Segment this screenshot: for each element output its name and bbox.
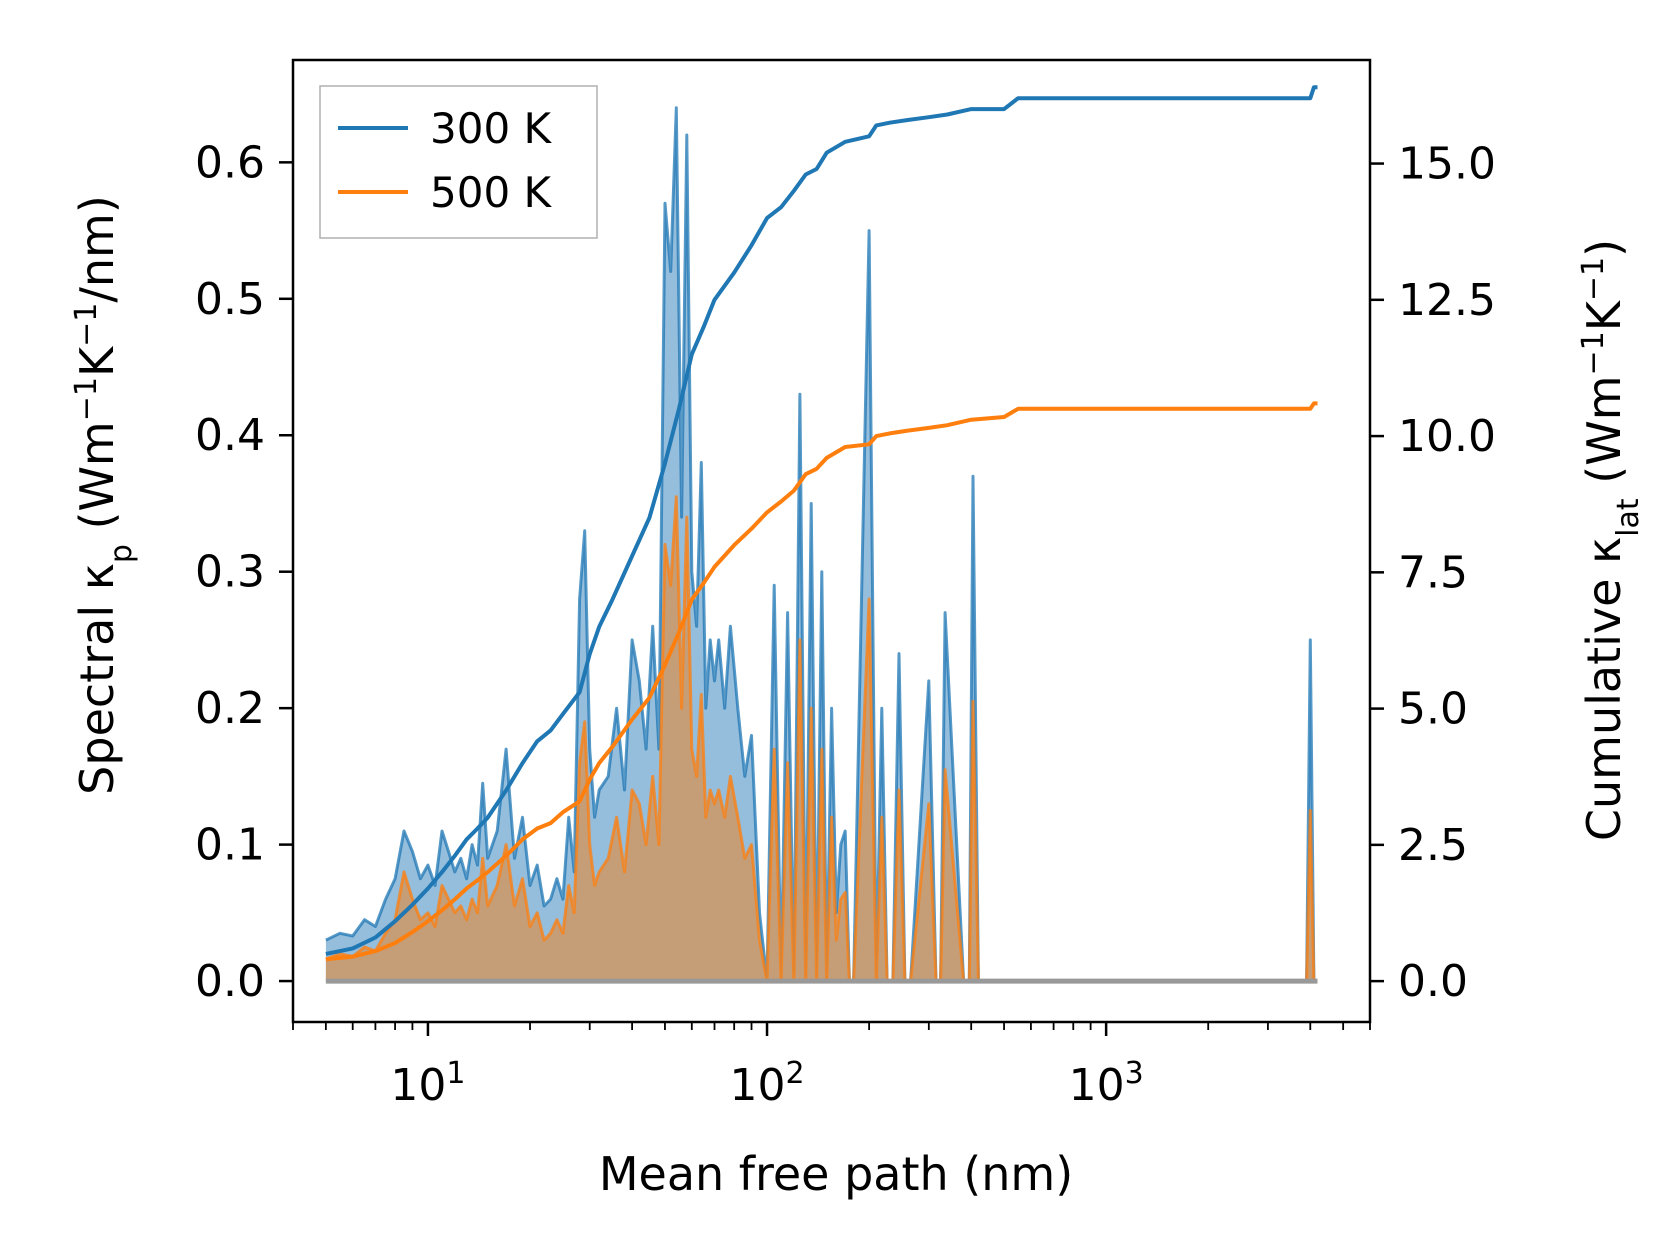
legend-frame xyxy=(319,85,598,239)
plot-area xyxy=(325,85,1318,984)
cumulative-line-300-k-cumulative xyxy=(325,85,1318,956)
y-left-tick-label: 0.1 xyxy=(195,820,265,871)
spectral-line-500k xyxy=(325,495,1318,983)
y-right-tick-label: 2.5 xyxy=(1398,820,1468,871)
legend-label-300k: 300 K xyxy=(430,104,553,153)
spectral-area-500k xyxy=(325,496,1318,982)
y-right-tick-label: 15.0 xyxy=(1398,139,1496,190)
x-tick-label: 101 xyxy=(390,1056,465,1112)
x-tick-label: 103 xyxy=(1069,1056,1144,1112)
y-right-tick-label: 12.5 xyxy=(1398,275,1496,326)
x-tick-label: 102 xyxy=(729,1056,804,1112)
y-axis-label-left: Spectral κp (Wm−1K−1/nm) xyxy=(69,195,139,795)
y-left-tick-label: 0.2 xyxy=(195,683,265,734)
y-left-tick-label: 0.6 xyxy=(195,137,265,188)
x-axis-label: Mean free path (nm) xyxy=(599,1147,1073,1201)
legend-label-500k: 500 K xyxy=(430,168,553,217)
y-axis-label-right: Cumulative κlat (Wm−1K−1) xyxy=(1576,239,1646,841)
y-right-tick-label: 10.0 xyxy=(1398,411,1496,462)
y-right-tick-label: 0.0 xyxy=(1398,956,1468,1007)
y-left-tick-label: 0.3 xyxy=(195,547,265,598)
axes: 0.0 0.1 0.2 0.3 0.4 0.5 0.6 0.0 2.5 5.0 7.5 10.0 12.… xyxy=(195,58,1496,1112)
y-left-tick-label: 0.4 xyxy=(195,410,265,461)
cumulative-line-500-k-cumulative xyxy=(325,401,1318,962)
y-left-tick-label: 0.5 xyxy=(195,274,265,325)
y-right-tick-label: 7.5 xyxy=(1398,547,1468,598)
axes-frame xyxy=(291,58,1372,1024)
y-right-tick-label: 5.0 xyxy=(1398,684,1468,735)
y-left-tick-label: 0.0 xyxy=(195,956,265,1007)
legend: 300 K 500 K xyxy=(319,85,598,239)
